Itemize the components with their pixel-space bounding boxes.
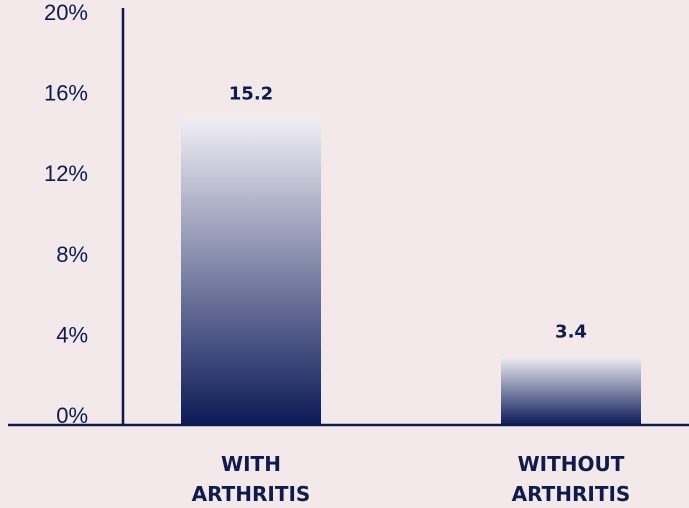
category-label-line: ARTHRITIS (192, 482, 311, 506)
category-label-line: WITHOUT (518, 452, 625, 476)
value-label-1: 15.2 (229, 84, 273, 105)
category-label-2: WITHOUT ARTHRITIS (512, 452, 631, 506)
y-tick-label: 4% (56, 322, 88, 347)
category-label-line: ARTHRITIS (512, 482, 631, 506)
y-tick-label: 12% (44, 161, 88, 186)
category-label-line: WITH (221, 452, 281, 476)
y-tick-label: 8% (56, 242, 88, 267)
category-label-1: WITH ARTHRITIS (192, 452, 311, 506)
y-tick-label: 20% (44, 0, 88, 25)
bar-1 (181, 118, 321, 425)
y-tick-label: 0% (56, 403, 88, 428)
bar-2 (501, 356, 641, 425)
value-label-2: 3.4 (555, 321, 587, 342)
y-tick-label: 16% (44, 81, 88, 106)
